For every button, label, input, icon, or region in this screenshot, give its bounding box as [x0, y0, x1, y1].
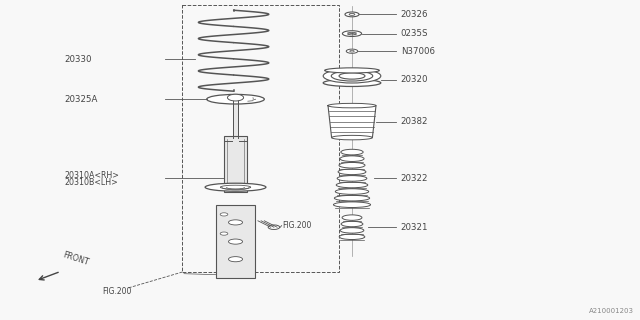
Ellipse shape	[340, 228, 364, 233]
Ellipse shape	[340, 156, 364, 162]
Ellipse shape	[339, 73, 365, 79]
Text: 20326: 20326	[401, 10, 428, 19]
FancyBboxPatch shape	[225, 136, 246, 192]
Ellipse shape	[342, 215, 362, 220]
Ellipse shape	[338, 169, 366, 175]
Ellipse shape	[346, 49, 358, 53]
Ellipse shape	[345, 12, 359, 17]
Polygon shape	[328, 106, 376, 138]
Ellipse shape	[341, 221, 363, 227]
Ellipse shape	[342, 31, 362, 36]
Ellipse shape	[220, 213, 228, 216]
Ellipse shape	[335, 189, 369, 194]
Ellipse shape	[334, 195, 370, 201]
Ellipse shape	[227, 94, 244, 101]
Text: 20310A<RH>: 20310A<RH>	[64, 171, 119, 180]
Ellipse shape	[268, 225, 280, 229]
Ellipse shape	[333, 202, 371, 207]
Ellipse shape	[220, 232, 228, 235]
Ellipse shape	[207, 94, 264, 104]
Ellipse shape	[341, 149, 363, 155]
Text: FRONT: FRONT	[62, 251, 90, 268]
Ellipse shape	[228, 239, 243, 244]
Text: FIG.200: FIG.200	[282, 221, 312, 230]
Ellipse shape	[349, 13, 355, 15]
Ellipse shape	[348, 32, 356, 35]
Text: 20325A: 20325A	[64, 95, 97, 104]
Ellipse shape	[332, 135, 372, 140]
Text: A210001203: A210001203	[589, 308, 634, 314]
Ellipse shape	[328, 103, 376, 108]
Text: N37006: N37006	[401, 47, 435, 56]
Text: 20320: 20320	[401, 76, 428, 84]
Ellipse shape	[323, 79, 381, 86]
Ellipse shape	[228, 220, 243, 225]
Ellipse shape	[323, 69, 381, 83]
Text: 20321: 20321	[401, 223, 428, 232]
Ellipse shape	[228, 257, 243, 262]
Ellipse shape	[205, 183, 266, 191]
Ellipse shape	[336, 182, 368, 188]
Ellipse shape	[324, 68, 380, 73]
Text: 20322: 20322	[401, 174, 428, 183]
Text: 20382: 20382	[401, 117, 428, 126]
Text: 20310B<LH>: 20310B<LH>	[64, 178, 118, 187]
Text: 0235S: 0235S	[401, 29, 428, 38]
Ellipse shape	[220, 185, 251, 189]
FancyBboxPatch shape	[216, 205, 255, 278]
Ellipse shape	[332, 71, 372, 81]
Ellipse shape	[339, 234, 365, 239]
Text: 20330: 20330	[64, 55, 92, 64]
FancyBboxPatch shape	[233, 94, 238, 138]
Ellipse shape	[337, 176, 367, 181]
Ellipse shape	[339, 163, 365, 168]
Ellipse shape	[349, 50, 355, 52]
Text: FIG.200: FIG.200	[102, 287, 132, 296]
